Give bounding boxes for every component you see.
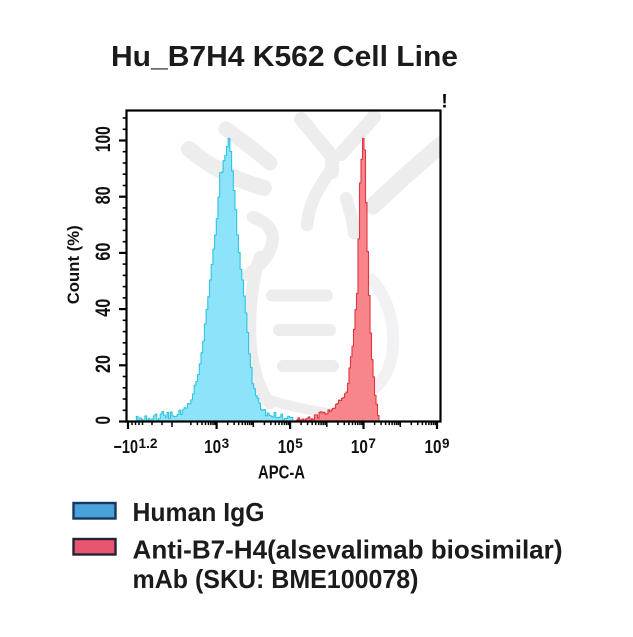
svg-text:105: 105 — [278, 436, 303, 457]
svg-text:!: ! — [441, 92, 447, 113]
svg-text:20: 20 — [92, 355, 115, 373]
svg-text:Count (%): Count (%) — [65, 225, 83, 304]
svg-text:107: 107 — [351, 436, 376, 457]
svg-text:40: 40 — [92, 299, 115, 317]
svg-text:Human IgG: Human IgG — [133, 497, 265, 527]
svg-text:Hu_B7H4 K562 Cell Line: Hu_B7H4 K562 Cell Line — [111, 41, 458, 73]
svg-text:0: 0 — [92, 416, 115, 425]
svg-text:Anti-B7-H4(alsevalimab biosimi: Anti-B7-H4(alsevalimab biosimilar) — [133, 535, 563, 565]
svg-text:60: 60 — [92, 243, 115, 261]
svg-text:APC-A: APC-A — [258, 462, 305, 483]
svg-text:80: 80 — [92, 186, 115, 204]
svg-text:100: 100 — [92, 126, 115, 152]
svg-text:mAb (SKU: BME100078): mAb (SKU: BME100078) — [133, 564, 419, 594]
svg-text:103: 103 — [204, 436, 229, 457]
svg-text:109: 109 — [425, 436, 450, 457]
svg-text:−101.2: −101.2 — [114, 436, 158, 457]
